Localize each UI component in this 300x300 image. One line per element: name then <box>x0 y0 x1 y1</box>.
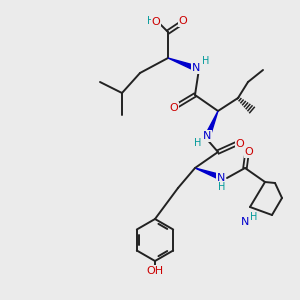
Polygon shape <box>168 58 196 70</box>
Text: O: O <box>236 139 244 149</box>
Text: O: O <box>152 17 160 27</box>
Text: O: O <box>244 147 253 157</box>
Text: H: H <box>147 16 155 26</box>
Polygon shape <box>195 168 221 179</box>
Text: H: H <box>202 56 210 66</box>
Text: N: N <box>203 131 211 141</box>
Text: H: H <box>250 212 258 222</box>
Text: O: O <box>169 103 178 113</box>
Text: N: N <box>241 217 249 227</box>
Text: OH: OH <box>146 266 164 276</box>
Text: N: N <box>217 173 225 183</box>
Text: N: N <box>192 63 200 73</box>
Polygon shape <box>206 111 218 136</box>
Text: O: O <box>178 16 188 26</box>
Text: H: H <box>218 182 226 192</box>
Text: H: H <box>194 138 202 148</box>
